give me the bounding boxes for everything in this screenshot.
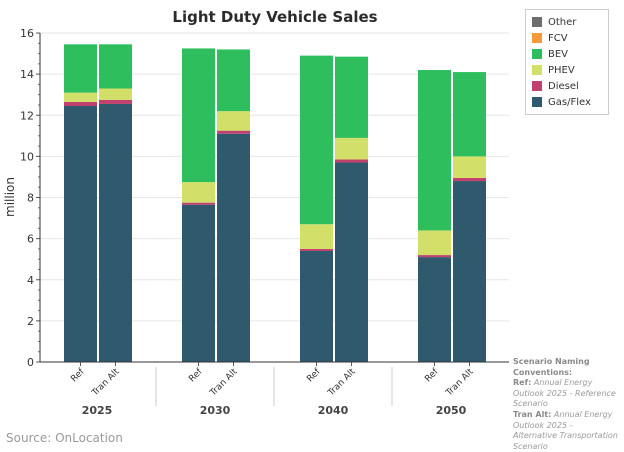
bar-segment-bev [418,70,451,231]
bar-segment-gas-flex [453,181,486,362]
bar-segment-gas-flex [335,162,368,362]
y-tick-label: 16 [20,27,34,40]
bar-segment-gas-flex [418,257,451,362]
bar-segment-phev [453,156,486,178]
note-tran-text: Annual Energy Outlook 2025 - Alternative… [513,409,618,451]
bar-segment-diesel [182,202,215,205]
x-category-label: Ref [69,366,87,384]
x-group-label: 2030 [200,404,231,417]
y-tick-label: 10 [20,150,34,163]
bar-segment-bev [453,72,486,157]
y-axis-label: million [3,177,17,217]
legend-item: FCV [532,30,602,46]
legend-label: PHEV [548,64,575,76]
legend-label: Diesel [548,80,579,92]
y-axis-ticks: 0 2 4 6 8 10 12 14 16 [20,27,41,369]
bar-segment-bev [99,44,132,89]
bar-segment-phev [300,224,333,249]
bar-segment-diesel [217,130,250,134]
bar-segment-diesel [335,159,368,163]
bar-segment-phev [99,88,132,100]
bar-segment-phev [335,137,368,160]
legend-item: Diesel [532,78,602,94]
x-category-label: Tran Alt [208,367,240,399]
bar-segment-gas-flex [217,133,250,362]
legend-label: Gas/Flex [548,96,591,108]
y-tick-label: 12 [20,109,34,122]
note-tran-label: Tran Alt: [513,409,552,419]
bar-segment-phev [182,182,215,203]
legend-label: Other [548,16,577,28]
bar-segment-diesel [99,99,132,104]
legend-item: Other [532,14,602,30]
legend-item: BEV [532,46,602,62]
bar-segment-bev [182,48,215,183]
legend-swatch [532,97,542,107]
x-category-label: Tran Alt [90,367,122,399]
note-ref-label: Ref: [513,378,532,388]
source-text: Source: OnLocation [6,431,123,445]
bar-segments [40,44,509,363]
chart-title: Light Duty Vehicle Sales [172,8,377,26]
y-tick-label: 2 [27,315,34,328]
bar-segment-phev [64,92,97,102]
x-category-label: Tran Alt [326,367,358,399]
bar-segment-bev [64,44,97,93]
legend-item: PHEV [532,62,602,78]
x-group-label: 2050 [436,404,467,417]
bar-segment-gas-flex [300,250,333,362]
legend-label: BEV [548,48,569,60]
bar-segment-phev [217,111,250,131]
x-category-label: Ref [305,366,323,384]
legend-swatch [532,33,542,43]
legend-swatch [532,65,542,75]
x-group-label: 2040 [318,404,349,417]
x-group-label: 2025 [82,404,113,417]
bar-segment-bev [335,56,368,138]
bar-segment-diesel [64,101,97,106]
y-tick-label: 6 [27,233,34,246]
x-axis: Ref Tran Alt Ref Tran Alt Ref Tran Alt Ref Tran… [69,362,476,417]
legend-label: FCV [548,32,568,44]
note-ref-text: Annual Energy Outlook 2025 - Reference S… [513,378,616,409]
bar-segment-bev [300,55,333,225]
bar-segment-gas-flex [64,105,97,362]
y-tick-label: 8 [27,192,34,205]
y-tick-label: 14 [20,68,34,81]
y-tick-label: 0 [27,356,34,369]
x-category-label: Tran Alt [444,367,476,399]
legend-item: Gas/Flex [532,94,602,110]
bar-segment-gas-flex [99,103,132,363]
legend-swatch [532,49,542,59]
x-category-label: Ref [187,366,205,384]
legend: Other FCV BEV PHEV Diesel Gas/Flex [525,9,609,115]
scenario-note: Scenario Naming Conventions: Ref: Annual… [513,357,619,452]
legend-swatch [532,17,542,27]
bar-segment-gas-flex [182,204,215,362]
y-tick-label: 4 [27,274,34,287]
bar-segment-diesel [453,177,486,182]
bar-segment-phev [418,230,451,256]
legend-swatch [532,81,542,91]
x-category-label: Ref [423,366,441,384]
bar-segment-bev [217,49,250,112]
bar-segment-diesel [300,248,333,251]
bar-segment-diesel [418,255,451,258]
note-heading: Scenario Naming Conventions: [513,357,590,377]
